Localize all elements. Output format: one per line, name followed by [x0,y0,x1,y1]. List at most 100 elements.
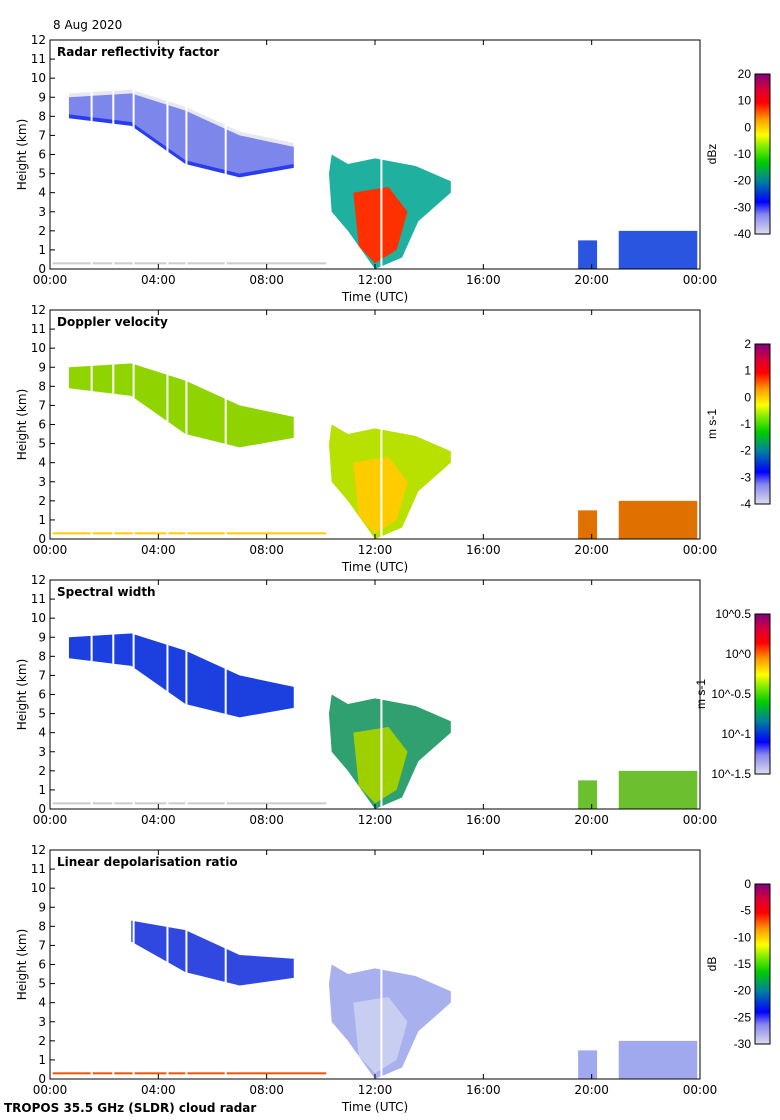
colorbar-tick-label: 10^-0.5 [711,687,751,701]
y-tick-label: 7 [38,128,46,142]
data-gap [166,580,169,809]
x-tick-label: 20:00 [574,813,609,827]
x-axis-label: Time (UTC) [341,290,408,304]
y-tick-label: 12 [31,33,46,47]
data-gap [224,850,227,1079]
y-tick-label: 0 [38,532,46,546]
x-tick-label: 20:00 [574,543,609,557]
x-tick-label: 20:00 [574,273,609,287]
colorbar-tick-label: -30 [734,200,752,214]
y-axis-label: Height (km) [15,929,29,1000]
data-gap [185,850,188,1079]
y-tick-label: 1 [38,513,46,527]
y-tick-label: 7 [38,398,46,412]
data-gap [90,580,93,809]
y-tick-label: 1 [38,243,46,257]
y-tick-label: 10 [31,611,46,625]
data-gap [112,310,115,539]
y-tick-label: 2 [38,1034,46,1048]
y-tick-label: 0 [38,802,46,816]
panel-title: Spectral width [57,585,156,599]
x-tick-label: 16:00 [466,813,501,827]
y-tick-label: 11 [31,862,46,876]
y-tick-label: 2 [38,224,46,238]
cloud-late-2 [618,770,698,809]
surface-clutter-line [52,1072,327,1075]
colorbar-tick-label: -5 [740,904,751,918]
data-gap [185,310,188,539]
y-tick-label: 4 [38,186,46,200]
colorbar-tick-label: 0 [744,877,751,891]
cloud-late-2 [618,1040,698,1079]
surface-clutter-line [52,262,327,265]
x-tick-label: 00:00 [683,813,718,827]
y-tick-label: 9 [38,360,46,374]
y-tick-label: 6 [38,688,46,702]
y-tick-label: 4 [38,996,46,1010]
y-tick-label: 10 [31,71,46,85]
y-tick-label: 5 [38,707,46,721]
x-tick-label: 04:00 [141,1083,176,1097]
x-tick-label: 16:00 [466,1083,501,1097]
colorbar-tick-label: 0 [744,390,751,404]
colorbar-tick-label: -15 [734,957,752,971]
y-tick-label: 1 [38,783,46,797]
y-tick-label: 12 [31,843,46,857]
cloud-late-1 [578,1050,598,1079]
y-tick-label: 6 [38,958,46,972]
cloud-late-2 [618,230,698,269]
x-tick-label: 20:00 [574,1083,609,1097]
data-gap [132,310,135,539]
x-tick-label: 00:00 [683,1083,718,1097]
colorbar-label: m s-1 [705,409,719,439]
colorbar-label: m s-1 [694,679,708,709]
x-tick-label: 04:00 [141,813,176,827]
panel-title: Linear depolarisation ratio [57,855,238,869]
y-tick-label: 9 [38,900,46,914]
y-tick-label: 3 [38,1015,46,1029]
data-gap [90,850,93,1079]
y-tick-label: 4 [38,456,46,470]
x-tick-label: 12:00 [358,543,393,557]
footer-caption: TROPOS 35.5 GHz (SLDR) cloud radar [4,1101,257,1115]
y-tick-label: 9 [38,90,46,104]
cloud-late-1 [578,510,598,539]
colorbar-tick-label: 0 [744,120,751,134]
x-tick-label: 16:00 [466,273,501,287]
x-axis-label: Time (UTC) [341,560,408,574]
colorbar-tick-label: -10 [734,930,752,944]
data-gap [380,580,383,809]
data-gap [224,40,227,269]
cloud-late-1 [578,240,598,269]
y-tick-label: 12 [31,303,46,317]
x-tick-label: 04:00 [141,543,176,557]
data-gap [112,40,115,269]
data-gap [224,310,227,539]
data-gap [90,310,93,539]
y-tick-label: 5 [38,437,46,451]
colorbar-tick-label: -10 [734,147,752,161]
data-gap [380,40,383,269]
colorbar-tick-label: 10^-1.5 [711,767,751,781]
surface-clutter-line [52,532,327,535]
colorbar-tick-label: -3 [740,470,751,484]
colorbar-tick-label: 10 [738,94,752,108]
x-tick-label: 00:00 [33,543,68,557]
y-tick-label: 7 [38,668,46,682]
y-tick-label: 3 [38,745,46,759]
colorbar-tick-label: 10^0.5 [715,607,751,621]
colorbar-tick-label: -30 [734,1037,752,1051]
y-tick-label: 0 [38,262,46,276]
y-tick-label: 5 [38,167,46,181]
data-gap [166,40,169,269]
colorbar-label: dB [705,957,719,972]
colorbar-tick-label: 2 [744,337,751,351]
y-tick-label: 10 [31,881,46,895]
x-tick-label: 08:00 [249,1083,284,1097]
y-tick-label: 5 [38,977,46,991]
y-axis-label: Height (km) [15,659,29,730]
y-tick-label: 6 [38,148,46,162]
x-tick-label: 12:00 [358,1083,393,1097]
y-tick-label: 7 [38,938,46,952]
